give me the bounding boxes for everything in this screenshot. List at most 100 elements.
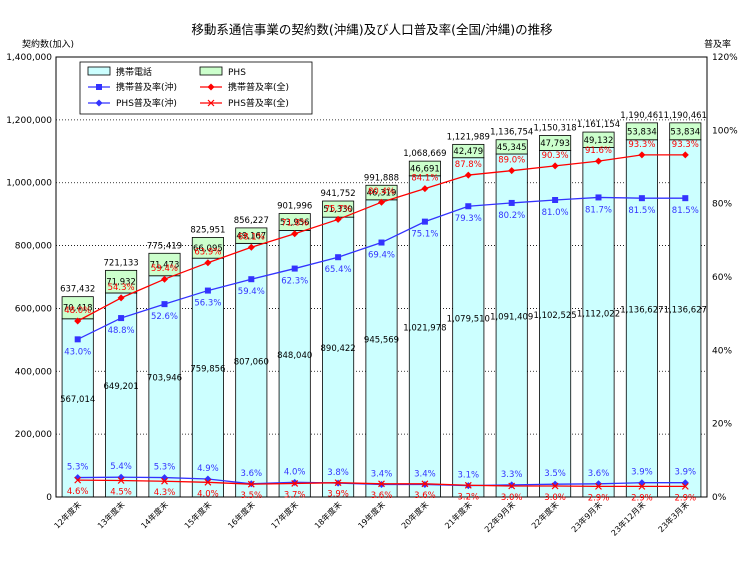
bar-mobile: [148, 275, 181, 498]
y2-tick-label: 60%: [712, 273, 732, 283]
marker-diamond: [638, 151, 646, 159]
rate-label: 81.0%: [542, 208, 569, 218]
phs-count-label: 42,479: [453, 147, 483, 157]
phs-count-label: 51,330: [323, 205, 353, 215]
marker-x: [421, 480, 429, 488]
total-label: 1,190,461: [620, 111, 663, 121]
rate-label: 3.2%: [457, 492, 479, 502]
bar-phs: [582, 131, 615, 148]
category-label: 17年度末: [269, 499, 300, 530]
bar-phs: [625, 122, 658, 141]
legend-label: PHS普及率(全): [228, 97, 289, 109]
legend-box: [79, 61, 313, 115]
rate-label: 62.3%: [281, 277, 308, 287]
mobile-count-label: 703,946: [147, 373, 182, 383]
rate-label: 5.3%: [154, 463, 176, 473]
total-label: 1,068,669: [403, 149, 446, 159]
y-tick-label: 1,200,000: [6, 116, 52, 126]
y-tick-label: 400,000: [15, 367, 52, 377]
bar-phs: [452, 143, 485, 159]
phs-count-label: 49,167: [236, 232, 266, 242]
legend-label: 携帯電話: [116, 66, 152, 78]
marker-square: [74, 336, 81, 343]
category-label: 23年3月末: [656, 499, 691, 534]
y-axis-title: 契約数(加入): [22, 38, 74, 50]
y-tick-label: 200,000: [15, 430, 52, 440]
mobile-count-label: 649,201: [104, 382, 139, 392]
y2-tick-label: 0%: [712, 493, 727, 503]
marker-diamond: [291, 230, 299, 238]
total-label: 1,161,154: [577, 120, 620, 130]
rate-label: 71.8%: [281, 219, 308, 229]
rate-label: 3.6%: [588, 469, 610, 479]
legend-label: 携帯普及率(沖): [116, 81, 177, 93]
rate-label: 4.0%: [284, 467, 306, 477]
rate-label: 3.4%: [371, 470, 393, 480]
phs-count-label: 47,793: [540, 139, 570, 149]
rate-label: 48.8%: [108, 326, 135, 336]
total-label: 721,133: [104, 258, 139, 268]
phs-count-label: 49,132: [584, 136, 614, 146]
category-label: 13年度末: [95, 499, 126, 530]
legend-label: PHS普及率(沖): [116, 97, 177, 109]
y-tick-label: 0: [46, 493, 52, 503]
rate-label: 3.0%: [544, 493, 566, 503]
rate-label: 4.0%: [197, 489, 219, 499]
rate-label: 90.3%: [542, 151, 569, 161]
bar-phs: [669, 122, 702, 141]
total-label: 637,432: [60, 285, 95, 295]
marker-diamond: [595, 480, 602, 488]
bar-phs: [235, 227, 268, 244]
marker-x: [334, 479, 342, 487]
marker-diamond: [95, 99, 103, 107]
mobile-count-label: 1,091,409: [490, 313, 533, 323]
y2-axis-title: 普及率: [704, 38, 731, 50]
marker-square: [378, 239, 385, 246]
rate-label: 80.2%: [498, 211, 525, 221]
rate-label: 3.9%: [631, 468, 653, 478]
rate-label: 4.5%: [110, 488, 132, 498]
marker-diamond: [508, 167, 516, 175]
marker-square: [595, 194, 602, 201]
total-label: 856,227: [234, 216, 269, 226]
rate-label: 4.3%: [154, 488, 176, 498]
y2-tick-label: 100%: [712, 126, 738, 136]
mobile-count-label: 1,021,978: [403, 324, 446, 334]
bar-mobile: [322, 216, 355, 498]
marker-x: [207, 99, 215, 107]
rate-label: 2.9%: [631, 493, 653, 503]
marker-diamond: [334, 215, 342, 223]
rate-label: 81.7%: [585, 205, 612, 215]
bar-mobile: [191, 257, 224, 498]
bar-phs: [105, 269, 138, 294]
total-label: 991,888: [364, 173, 399, 183]
bar-phs: [495, 139, 528, 155]
plot-frame: [55, 56, 708, 498]
phs-count-label: 53,834: [670, 127, 700, 137]
mobile-count-label: 759,856: [190, 365, 225, 375]
total-label: 1,136,754: [490, 128, 533, 138]
bar-mobile: [278, 230, 311, 498]
category-label: 23年12月末: [609, 499, 647, 537]
marker-diamond: [464, 171, 472, 179]
rate-label: 3.6%: [240, 469, 262, 479]
marker-square: [465, 203, 472, 210]
bar-mobile: [235, 242, 268, 498]
marker-square: [118, 315, 125, 322]
phs-count-label: 71,473: [150, 261, 180, 271]
bar-phs: [191, 237, 224, 259]
rate-label: 91.6%: [585, 146, 612, 156]
chart-title: 移動系通信事業の契約数(沖縄)及び人口普及率(全国/沖縄)の推移: [191, 22, 552, 37]
rate-label: 5.3%: [67, 463, 89, 473]
rate-label: 69.4%: [368, 251, 395, 261]
marker-square: [291, 265, 298, 272]
rate-label: 63.9%: [194, 248, 221, 258]
y2-tick-label: 120%: [712, 53, 738, 63]
category-label: 18年度末: [312, 499, 343, 530]
marker-x: [247, 480, 255, 488]
rate-label: 65.4%: [325, 265, 352, 275]
legend-label: 携帯普及率(全): [228, 81, 289, 93]
rate-label: 3.6%: [414, 491, 436, 501]
marker-diamond: [595, 157, 602, 165]
